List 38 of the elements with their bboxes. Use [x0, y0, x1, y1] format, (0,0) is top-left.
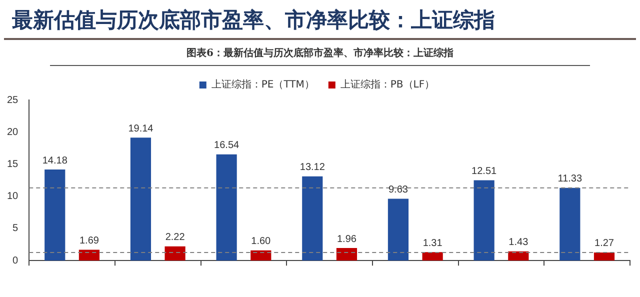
data-label: 12.51 [472, 166, 498, 177]
data-label: 1.27 [594, 238, 614, 250]
bar [508, 251, 529, 261]
data-label: 14.18 [42, 155, 68, 166]
y-tick-label: 20 [7, 126, 19, 138]
bar [302, 176, 323, 261]
bar [130, 138, 152, 261]
data-label: 19.14 [128, 123, 154, 134]
bar [216, 154, 237, 261]
y-tick-label: 10 [7, 191, 19, 202]
data-label: 1.60 [251, 236, 272, 248]
bar [388, 198, 409, 261]
data-label: 9.63 [388, 184, 408, 196]
legend-label: 上证综指：PE（TTM） [211, 78, 314, 91]
y-tick-label: 25 [7, 94, 19, 106]
bar [422, 252, 443, 261]
bar [594, 252, 615, 261]
y-tick-label: 5 [12, 223, 19, 234]
data-label: 2.22 [165, 232, 186, 244]
data-label: 13.12 [300, 162, 326, 174]
chart-title: 最新估值与历次底部市盈率、市净率比较：上证综指 [4, 0, 636, 40]
y-tick-label: 0 [12, 255, 19, 266]
legend-label: 上证综指：PB（LF） [340, 78, 435, 91]
bar [78, 250, 100, 261]
data-label: 1.31 [422, 238, 443, 249]
bar [164, 246, 186, 261]
data-label: 1.69 [79, 235, 100, 246]
data-label: 1.96 [336, 234, 357, 245]
bar [250, 250, 272, 261]
y-tick-label: 15 [7, 158, 19, 170]
bar [44, 170, 66, 261]
bar [474, 180, 494, 261]
bar [560, 188, 580, 261]
data-label: 16.54 [214, 140, 240, 152]
data-label: 1.43 [508, 237, 529, 248]
chart-subtitle: 图表6：最新估值与历次底部市盈率、市净率比较：上证综指 [50, 40, 590, 66]
data-label: 11.33 [558, 174, 582, 185]
bar [336, 248, 358, 261]
